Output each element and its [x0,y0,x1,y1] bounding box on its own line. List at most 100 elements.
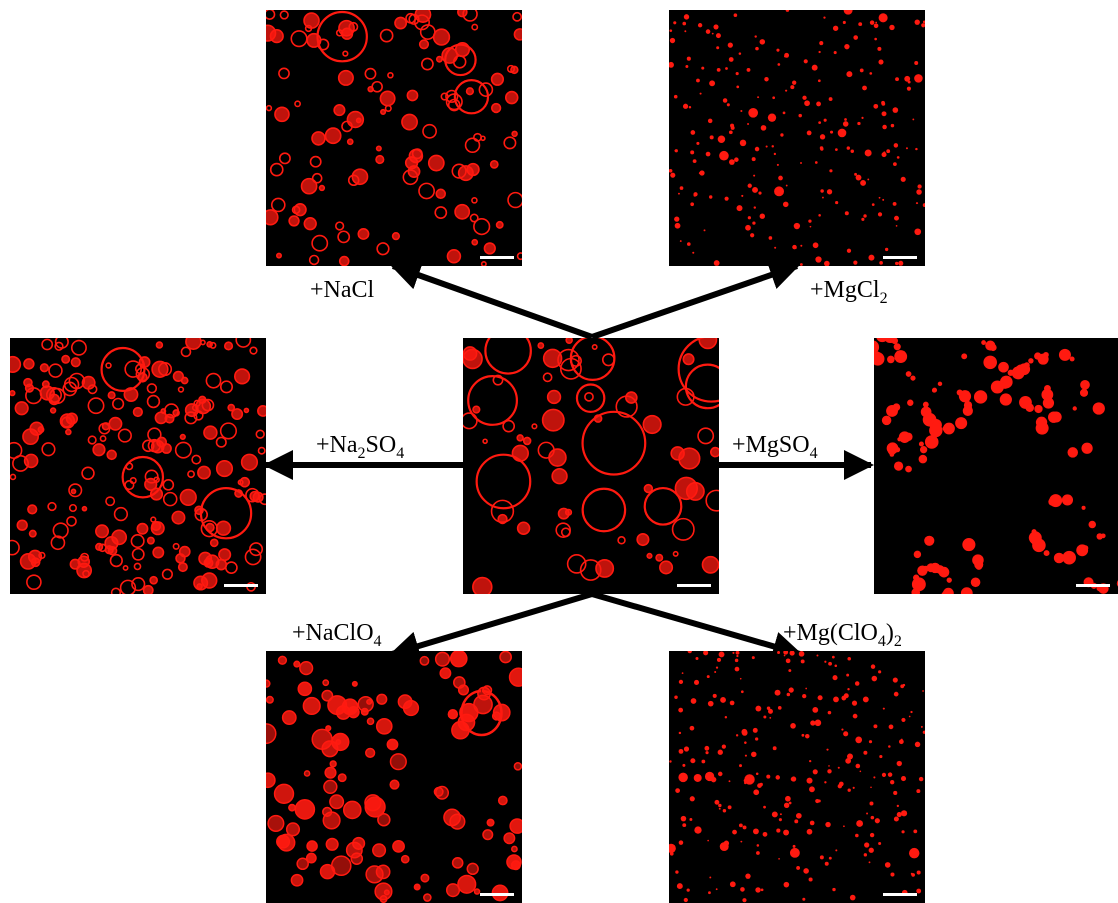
droplet [800,659,805,664]
droplet [793,222,801,230]
droplet [685,65,689,68]
droplet [346,138,354,146]
droplet [131,547,145,561]
droplet [379,28,394,43]
aggregate [874,340,880,354]
droplet [473,888,481,895]
droplet [273,783,295,805]
droplet [39,385,55,401]
droplet [335,705,351,720]
aggregate [955,596,961,602]
droplet [774,246,777,249]
droplet [867,178,870,181]
droplet [472,405,481,414]
droplet [108,416,123,431]
droplet [855,174,862,181]
droplet [690,202,694,207]
aggregate [943,422,955,435]
droplet [462,10,478,22]
droplet [447,98,461,112]
droplet [736,85,740,89]
droplet [759,213,765,219]
droplet [890,123,895,128]
panel-mgcl2 [669,10,925,266]
droplet [219,380,234,394]
droplet [687,242,691,246]
droplet [269,162,284,177]
droplet [422,123,437,139]
droplet [819,134,826,140]
droplet [792,80,797,85]
droplet [884,862,891,868]
droplet [785,184,788,187]
droplet [152,546,165,559]
droplet [715,888,718,891]
droplet [61,354,71,364]
droplet [39,363,49,373]
droplet [443,808,461,827]
droplet [172,542,180,550]
droplet [65,428,72,436]
droplet [306,840,318,852]
droplet [846,146,850,150]
droplet [683,746,690,752]
droplet [427,154,445,172]
droplet [862,696,869,703]
droplet [757,96,760,99]
aggregate [937,381,943,387]
droplet [199,339,206,346]
droplet [686,888,690,892]
droplet [729,700,735,706]
droplet [337,773,347,783]
droplet [882,198,885,201]
droplet [16,519,28,531]
droplet [23,358,35,370]
droplet [835,201,839,205]
droplet [824,861,829,866]
droplet [113,506,129,522]
droplet [446,248,462,264]
droplet [854,172,857,176]
aggregate [915,580,921,586]
droplet [718,807,721,810]
droplet [682,353,695,366]
droplet [693,679,700,685]
droplet [837,128,847,138]
droplet [715,666,719,669]
droplet [740,690,744,694]
droplet [319,863,336,880]
droplet [900,810,908,817]
droplet [827,710,832,715]
droplet [818,121,822,125]
droplet [673,21,677,25]
droplet [881,772,887,777]
aggregate [961,353,968,360]
droplet [311,234,329,252]
droplet [522,436,532,446]
aggregate [1043,550,1050,557]
droplet [233,368,251,385]
droplet [754,35,757,38]
droplet [345,841,363,859]
droplet [740,887,745,892]
droplet [486,818,495,827]
droplet [889,24,895,31]
droplet [478,82,494,97]
droplet [900,176,906,182]
aggregate [1043,351,1049,358]
droplet [892,201,897,206]
droplet [878,59,884,65]
droplet [689,796,695,802]
droplet [279,10,289,20]
droplet [404,156,419,170]
droplet [752,221,756,225]
droplet [853,260,858,265]
droplet [240,453,259,471]
aggregate [1007,369,1014,376]
aggregate [955,417,968,430]
droplet [826,748,829,751]
aggregate [942,426,948,431]
droplet [472,576,493,594]
droplet [914,19,920,25]
